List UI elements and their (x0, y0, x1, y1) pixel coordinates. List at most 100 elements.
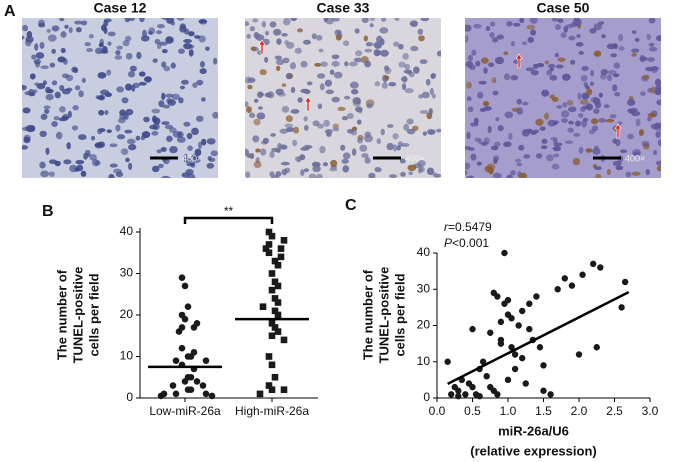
cell-nucleus (589, 28, 597, 34)
cell-nucleus (300, 88, 310, 94)
cell-nucleus (166, 135, 173, 142)
cell-nucleus (159, 41, 168, 46)
cell-nucleus (119, 109, 126, 116)
cell-nucleus (359, 144, 368, 152)
x-axis-label: (relative expression) (470, 443, 596, 458)
cell-nucleus (45, 93, 54, 101)
data-point (455, 392, 462, 400)
cell-nucleus (504, 111, 514, 119)
data-point (511, 365, 519, 373)
cell-nucleus (246, 153, 255, 159)
cell-nucleus (246, 33, 251, 39)
cell-nucleus (519, 18, 525, 23)
cell-nucleus (465, 170, 468, 175)
cell-nucleus (381, 82, 388, 89)
cell-nucleus (598, 92, 604, 98)
significance: ** (224, 204, 234, 218)
cell-nucleus (578, 113, 584, 118)
cell-nucleus (300, 169, 305, 177)
cell-nucleus (125, 157, 130, 163)
y-axis-label: TUNEL-positive (376, 267, 391, 364)
cell-nucleus (431, 72, 437, 79)
panel-label: B (42, 203, 54, 220)
cell-nucleus (306, 81, 313, 86)
cell-nucleus (598, 118, 607, 123)
cell-nucleus (473, 23, 482, 29)
cell-nucleus (270, 133, 276, 137)
cell-nucleus (292, 139, 298, 147)
cell-nucleus (316, 173, 323, 178)
cell-nucleus (143, 116, 150, 123)
x-tick-label: Low-miR-26a (149, 404, 221, 418)
data-point (271, 324, 279, 331)
cell-nucleus (296, 156, 301, 163)
cell-nucleus (183, 38, 192, 44)
cell-nucleus (400, 142, 410, 147)
cell-nucleus (59, 106, 66, 113)
cell-nucleus (369, 18, 375, 22)
cell-nucleus (544, 60, 550, 65)
cell-nucleus (331, 60, 340, 67)
annotation-symbol: r (444, 220, 449, 234)
cell-nucleus (465, 24, 472, 32)
cell-nucleus (325, 18, 334, 25)
cell-nucleus (566, 99, 574, 106)
cell-nucleus (590, 96, 600, 103)
cell-nucleus (578, 50, 584, 55)
annotation: r=0.5479 (444, 220, 492, 234)
data-point (271, 257, 279, 265)
cell-nucleus (284, 167, 291, 173)
cell-nucleus (486, 163, 496, 171)
cell-nucleus (60, 31, 67, 38)
cell-nucleus (428, 108, 433, 116)
cell-nucleus (281, 144, 288, 150)
cell-nucleus (38, 19, 45, 26)
cell-nucleus (80, 20, 88, 26)
cell-nucleus (276, 38, 282, 45)
micrograph-bg (465, 18, 661, 178)
cell-nucleus (494, 141, 501, 147)
data-point (274, 261, 282, 269)
cell-nucleus (427, 130, 436, 135)
cell-nucleus (478, 80, 487, 85)
cell-nucleus (176, 136, 186, 143)
cell-nucleus (286, 127, 295, 133)
cell-nucleus (142, 29, 148, 38)
cell-nucleus (317, 103, 323, 110)
cell-nucleus (169, 146, 178, 154)
cell-nucleus (541, 89, 550, 97)
cell-nucleus (600, 69, 608, 76)
cell-nucleus (557, 57, 566, 62)
data-point (469, 325, 476, 333)
cell-nucleus (161, 175, 171, 178)
cell-nucleus (482, 101, 490, 107)
cell-nucleus (374, 81, 381, 87)
cell-nucleus (90, 135, 96, 141)
cell-nucleus (557, 18, 564, 23)
cell-nucleus (431, 93, 436, 99)
data-point (256, 390, 264, 398)
cell-nucleus (404, 63, 411, 70)
data-point (476, 392, 483, 400)
arrow (614, 123, 622, 139)
data-point (268, 286, 276, 294)
cell-nucleus (567, 106, 577, 113)
cell-nucleus (180, 79, 189, 85)
y-tick-label: 20 (417, 318, 431, 332)
cell-nucleus (361, 18, 369, 23)
data-point (208, 392, 216, 400)
cell-nucleus (614, 91, 621, 97)
cell-nucleus (39, 41, 45, 49)
cell-nucleus (281, 105, 290, 113)
cell-nucleus (426, 167, 435, 175)
x-tick-label: 1.0 (500, 404, 517, 418)
cell-nucleus (114, 55, 123, 60)
cell-nucleus (35, 61, 41, 68)
cell-nucleus (96, 95, 105, 100)
cell-nucleus (466, 131, 471, 140)
cell-nucleus (51, 121, 58, 127)
cell-nucleus (541, 138, 548, 144)
cell-nucleus (376, 138, 381, 145)
image-title: Case 50 (537, 0, 590, 16)
cell-nucleus (466, 81, 472, 89)
